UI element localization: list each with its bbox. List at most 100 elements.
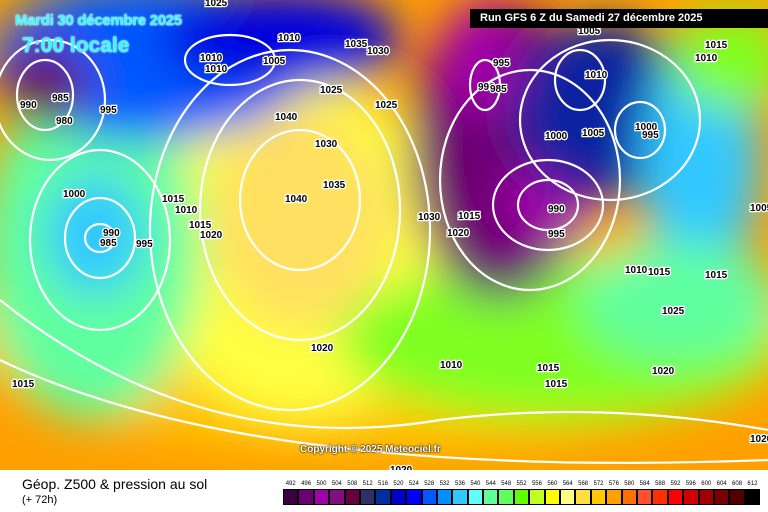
- legend-label: 608: [732, 481, 743, 487]
- pressure-label: 1010: [200, 53, 223, 64]
- model-run-info: Run GFS 6 Z du Samedi 27 décembre 2025: [470, 9, 768, 28]
- legend-swatch: [606, 489, 622, 505]
- legend-label: 592: [670, 481, 681, 487]
- forecast-lead-time: (+ 72h): [22, 494, 58, 506]
- pressure-label: 1035: [323, 180, 346, 191]
- legend-label: 496: [301, 481, 312, 487]
- legend-label: 540: [470, 481, 481, 487]
- legend-label: 528: [424, 481, 435, 487]
- legend-label: 508: [347, 481, 358, 487]
- copyright: Copyright © 2025 Meteociel.fr: [300, 444, 441, 455]
- legend-cell: 592: [667, 480, 684, 505]
- legend-label: 504: [331, 481, 342, 487]
- pressure-label: 1020: [200, 230, 223, 241]
- legend-cell: 580: [621, 480, 637, 505]
- pressure-label: 1030: [315, 139, 338, 150]
- legend-swatch: [467, 489, 484, 505]
- legend-cell: 604: [713, 480, 730, 505]
- legend-cell: 584: [636, 480, 653, 505]
- pressure-label: 990: [20, 100, 37, 111]
- legend-swatch: [359, 489, 376, 505]
- legend-swatch: [636, 489, 653, 505]
- pressure-label: 1030: [367, 46, 390, 57]
- pressure-label: 1005: [263, 56, 286, 67]
- pressure-label: 1010: [440, 360, 463, 371]
- legend-cell: 568: [575, 480, 591, 505]
- legend-swatch: [375, 489, 391, 505]
- pressure-label: 1015: [458, 211, 481, 222]
- legend-swatch: [329, 489, 345, 505]
- pressure-label: 995: [493, 58, 510, 69]
- pressure-label: 985: [100, 238, 117, 249]
- legend-label: 564: [562, 481, 573, 487]
- pressure-label: 990: [103, 228, 120, 239]
- legend-label: 516: [378, 481, 389, 487]
- pressure-label: 1010: [585, 70, 608, 81]
- legend-cell: 548: [498, 480, 514, 505]
- legend-swatch: [652, 489, 668, 505]
- legend-label: 532: [439, 481, 450, 487]
- pressure-label: 1010: [175, 205, 198, 216]
- pressure-label: 1040: [275, 112, 298, 123]
- pressure-label: 1015: [545, 379, 568, 390]
- legend-swatch: [683, 489, 699, 505]
- pressure-label: 1005: [578, 26, 601, 37]
- pressure-label: 1015: [189, 220, 212, 231]
- color-scale: 492 496 500 504 508 512 516 520 524 528 532 536 540 5…: [283, 480, 761, 505]
- legend-label: 600: [701, 481, 712, 487]
- pressure-label: 995: [136, 239, 153, 250]
- pressure-label: 1025: [320, 85, 343, 96]
- map-title: Géop. Z500 & pression au sol: [22, 476, 208, 492]
- pressure-label: 985: [52, 93, 69, 104]
- legend-swatch: [313, 489, 330, 505]
- pressure-label: 995: [100, 105, 117, 116]
- legend-label: 604: [716, 481, 727, 487]
- isobars: [0, 33, 768, 464]
- legend-cell: 560: [544, 480, 561, 505]
- pressure-label: 1015: [705, 40, 728, 51]
- pressure-label: 990: [548, 204, 565, 215]
- pressure-label: 1000: [635, 122, 658, 133]
- pressure-label: 1020: [311, 343, 334, 354]
- pressure-label: 1030: [418, 212, 441, 223]
- pressure-label: 1020: [390, 465, 413, 470]
- legend-label: 576: [608, 481, 619, 487]
- pressure-label: 1025: [375, 100, 398, 111]
- pressure-label: 1025: [205, 0, 228, 9]
- legend-label: 568: [578, 481, 589, 487]
- pressure-label: 990: [478, 82, 495, 93]
- legend-cell: 512: [359, 480, 376, 505]
- pressure-label: 1010: [695, 53, 718, 64]
- legend-footer: Géop. Z500 & pression au sol (+ 72h) 492…: [0, 470, 768, 512]
- legend-label: 588: [655, 481, 666, 487]
- legend-swatch: [544, 489, 561, 505]
- legend-label: 572: [593, 481, 604, 487]
- pressure-label: 1015: [12, 379, 35, 390]
- legend-label: 512: [362, 481, 373, 487]
- pressure-label: 1015: [537, 363, 560, 374]
- legend-swatch: [513, 489, 530, 505]
- legend-label: 556: [531, 481, 542, 487]
- pressure-label: 1010: [205, 64, 228, 75]
- pressure-label: 995: [642, 130, 659, 141]
- legend-swatch: [590, 489, 607, 505]
- pressure-label: 1000: [545, 131, 568, 142]
- legend-cell: 564: [560, 480, 576, 505]
- pressure-label: 1035: [345, 39, 368, 50]
- legend-cell: 532: [436, 480, 453, 505]
- legend-swatch: [483, 489, 499, 505]
- legend-cell: 612: [744, 480, 761, 505]
- pressure-label: 995: [548, 229, 565, 240]
- legend-label: 584: [639, 481, 650, 487]
- legend-swatch: [621, 489, 637, 505]
- legend-cell: 572: [590, 480, 607, 505]
- legend-label: 560: [547, 481, 558, 487]
- legend-cell: 600: [698, 480, 714, 505]
- legend-cell: 492: [283, 480, 299, 505]
- pressure-label: 1020: [750, 434, 768, 445]
- pressure-label: 985: [490, 84, 507, 95]
- legend-cell: 508: [344, 480, 360, 505]
